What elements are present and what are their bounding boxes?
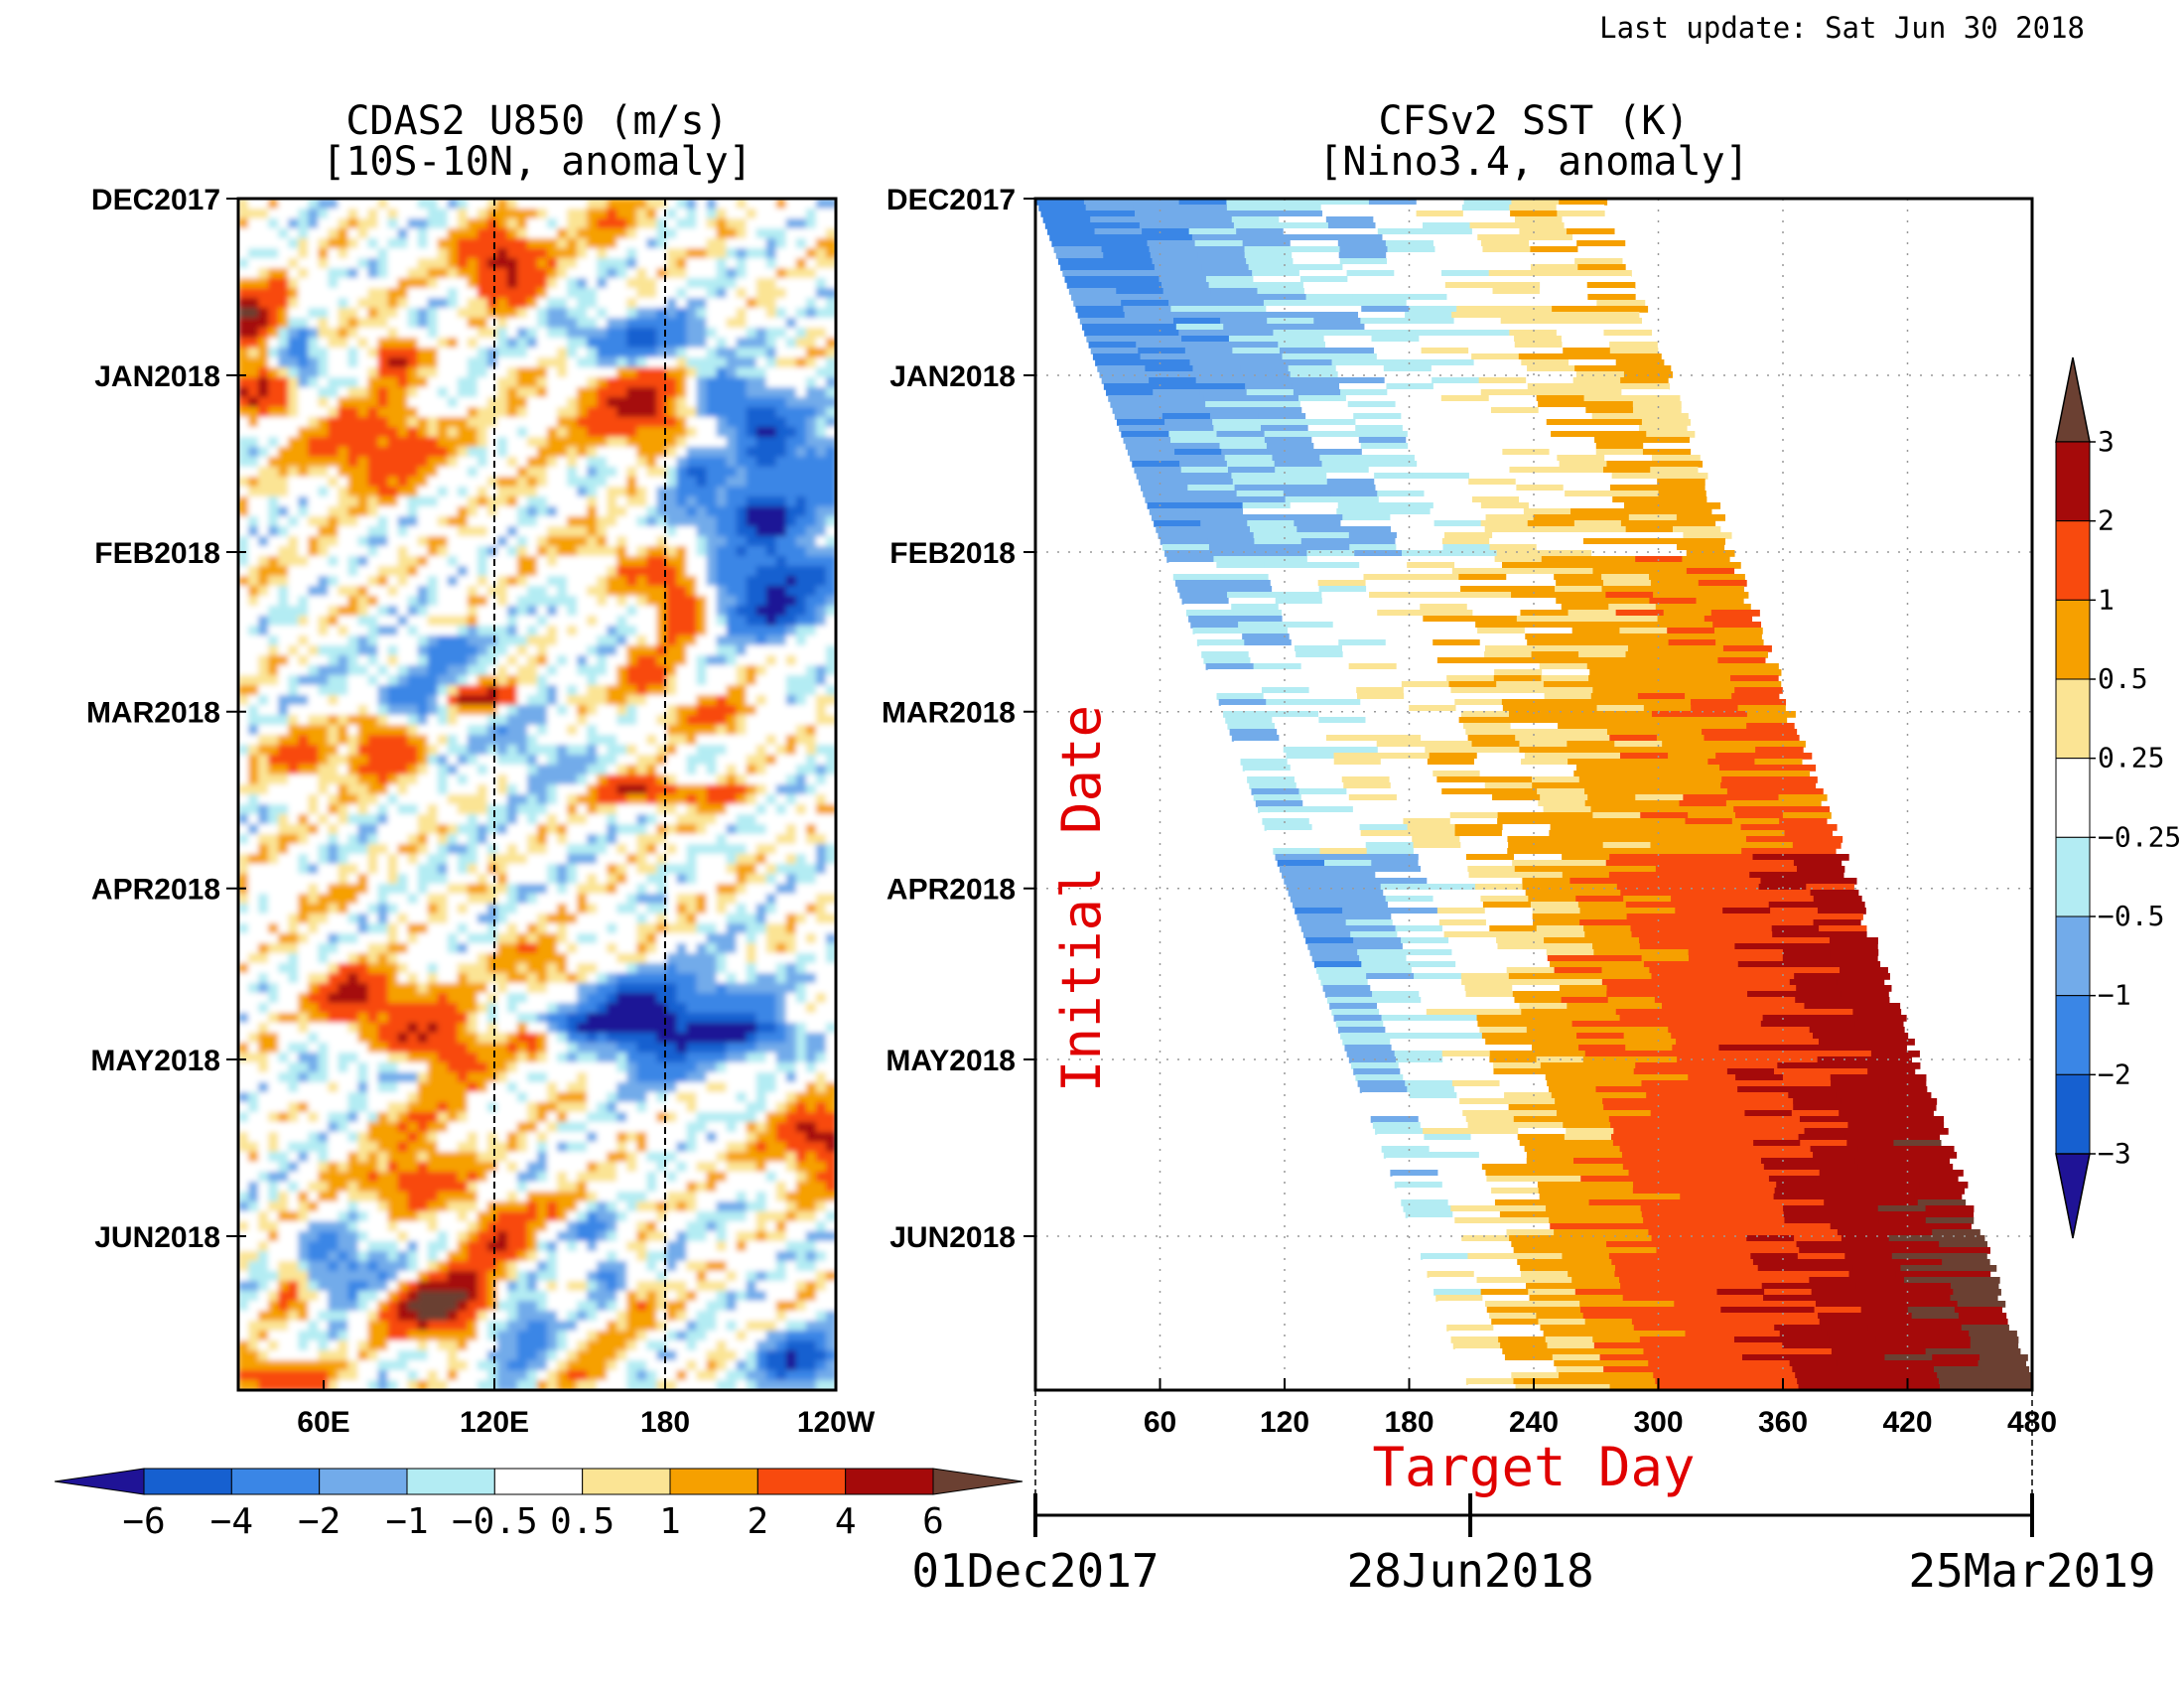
sst-colorbar-box	[2055, 1073, 2091, 1155]
sst-x-tick-label: 360	[1758, 1406, 1808, 1439]
u850-colorbar-box	[143, 1468, 232, 1495]
u850-colorbar-low-triangle	[54, 1468, 145, 1495]
sst-colorbar-label: 1	[2098, 583, 2115, 616]
sst-colorbar-box	[2055, 915, 2091, 997]
sst-colorbar-box	[2055, 678, 2091, 760]
u850-colorbar-box	[493, 1468, 584, 1495]
u850-colorbar-label: −6	[122, 1501, 165, 1542]
u850-y-tick-label: MAR2018	[86, 697, 220, 730]
sst-colorbar-box	[2055, 599, 2091, 680]
u850-colorbar-box	[669, 1468, 758, 1495]
u850-y-axis: DEC2017 JAN2018 FEB2018 MAR2018 APR2018 MAY20…	[86, 184, 246, 1254]
sst-colorbar-label: 3	[2098, 425, 2115, 458]
sst-date-axis: 01Dec2017 28Jun2018 25Mar2019	[911, 1390, 2156, 1598]
sst-subtitle: [Nino3.4, anomaly]	[1318, 139, 1748, 185]
u850-subtitle: [10S-10N, anomaly]	[322, 139, 751, 185]
u850-y-tick-label: MAY2018	[90, 1045, 220, 1077]
sst-date-axis-label: 28Jun2018	[1346, 1544, 1593, 1598]
u850-colorbar-high-triangle	[932, 1468, 1024, 1495]
sst-colorbar-box	[2055, 520, 2091, 601]
sst-title: CFSv2 SST (K)	[1378, 98, 1689, 144]
sst-date-axis-label: 01Dec2017	[911, 1544, 1159, 1598]
u850-colorbar-box	[756, 1468, 847, 1495]
u850-colorbar-box	[582, 1468, 671, 1495]
sst-colorbar-label: 0.5	[2098, 662, 2148, 695]
u850-colorbar-label: 6	[922, 1501, 944, 1542]
sst-y-tick-label: JAN2018	[889, 360, 1016, 393]
u850-plot-frame	[236, 197, 838, 1392]
sst-x-tick-label: 60	[1144, 1406, 1176, 1439]
sst-x-axis-label: Target Day	[1372, 1436, 1695, 1498]
u850-colorbar-box	[845, 1468, 934, 1495]
u850-reference-lines	[493, 199, 666, 1390]
sst-colorbar-label: −3	[2098, 1137, 2131, 1170]
sst-colorbar-label: −1	[2098, 979, 2131, 1012]
u850-colorbar-box	[319, 1468, 408, 1495]
sst-colorbar-box	[2055, 836, 2091, 917]
u850-colorbar-box	[230, 1468, 321, 1495]
u850-colorbar-label: 2	[747, 1501, 768, 1542]
sst-y-tick-label: MAR2018	[882, 697, 1016, 730]
sst-colorbar-label: 0.25	[2098, 742, 2164, 774]
sst-y-tick-label: APR2018	[887, 874, 1016, 907]
u850-colorbar-label: 1	[659, 1501, 681, 1542]
u850-x-tick-label: 120W	[797, 1406, 876, 1439]
sst-y-tick-label: MAY2018	[886, 1045, 1016, 1077]
u850-y-tick-label: JUN2018	[94, 1221, 220, 1254]
u850-colorbar-label: −1	[385, 1501, 428, 1542]
u850-y-tick-label: JAN2018	[94, 360, 220, 393]
u850-title: CDAS2 U850 (m/s)	[345, 98, 728, 144]
u850-y-tick-label: FEB2018	[94, 537, 220, 570]
sst-x-tick-label: 420	[1882, 1406, 1932, 1439]
u850-x-axis: 60E 120E 180 120W	[297, 1380, 876, 1439]
sst-colorbar: −3 −2 −1 −0.5 −0.25 0.25 0.5 1 2 3	[2055, 356, 2181, 1239]
sst-y-axis-label: Initial Date	[1050, 705, 1113, 1092]
sst-y-tick-label: JUN2018	[889, 1221, 1016, 1254]
sst-colorbar-low-triangle	[2055, 1153, 2091, 1239]
sst-x-tick-label: 180	[1384, 1406, 1433, 1439]
u850-y-tick-label: DEC2017	[91, 184, 220, 216]
sst-colorbar-box	[2055, 995, 2091, 1075]
sst-anomaly-field	[1036, 199, 2032, 1390]
u850-y-tick-label: APR2018	[91, 874, 220, 907]
u850-colorbar-label: −0.5	[452, 1501, 538, 1542]
u850-colorbar-box	[406, 1468, 495, 1495]
sst-colorbar-box	[2055, 758, 2091, 838]
sst-colorbar-high-triangle	[2055, 356, 2091, 443]
sst-x-tick-label: 240	[1509, 1406, 1559, 1439]
sst-date-axis-label: 25Mar2019	[1908, 1544, 2155, 1598]
u850-x-tick-label: 60E	[297, 1406, 349, 1439]
u850-colorbar-label: −2	[298, 1501, 341, 1542]
u850-colorbar-label: 0.5	[550, 1501, 614, 1542]
sst-colorbar-label: −2	[2098, 1057, 2131, 1090]
u850-colorbar: −6 −4 −2 −1 −0.5 0.5 1 2 4 6	[54, 1468, 1024, 1542]
sst-y-tick-label: DEC2017	[887, 184, 1016, 216]
sst-x-tick-label: 120	[1260, 1406, 1309, 1439]
sst-y-tick-label: FEB2018	[889, 537, 1016, 570]
u850-panel: CDAS2 U850 (m/s) [10S-10N, anomaly] 60E 1…	[54, 98, 1024, 1542]
sst-colorbar-label: −0.5	[2098, 900, 2164, 932]
u850-x-tick-label: 180	[640, 1406, 690, 1439]
sst-panel: CFSv2 SST (K) [Nino3.4, anomaly] 60 120 18…	[882, 98, 2181, 1598]
u850-x-tick-label: 120E	[460, 1406, 529, 1439]
sst-colorbar-label: 2	[2098, 504, 2115, 537]
sst-colorbar-label: −0.25	[2098, 820, 2181, 853]
sst-x-tick-label: 300	[1633, 1406, 1683, 1439]
sst-colorbar-box	[2055, 441, 2091, 522]
sst-y-axis: DEC2017 JAN2018 FEB2018 MAR2018 APR2018 MAY20…	[882, 184, 1035, 1254]
u850-field-cells	[238, 199, 836, 1390]
u850-colorbar-label: −4	[210, 1501, 253, 1542]
u850-anomaly-field	[238, 199, 836, 1390]
last-update-text: Last update: Sat Jun 30 2018	[1599, 11, 2085, 45]
u850-colorbar-label: 4	[835, 1501, 857, 1542]
